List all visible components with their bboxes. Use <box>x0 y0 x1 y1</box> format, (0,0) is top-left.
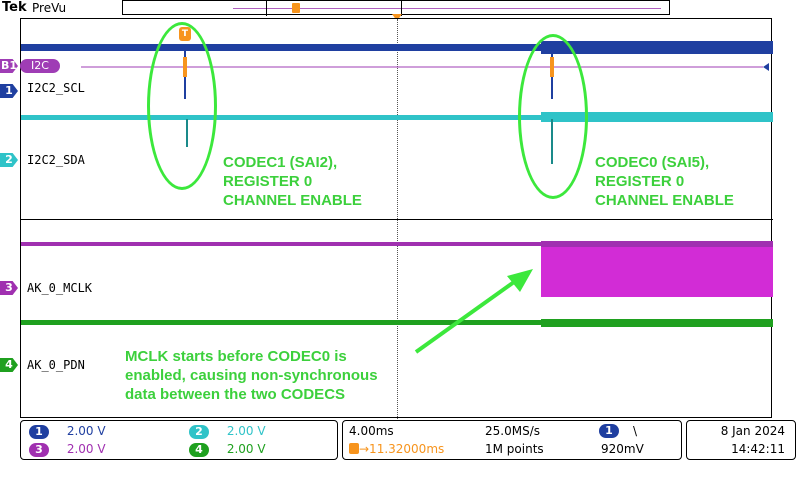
trigger-source-badge[interactable]: 1 <box>599 424 619 438</box>
ch3-trace-low <box>21 242 541 246</box>
ch3-scale-badge: 3 <box>29 443 49 457</box>
sample-rate: 25.0MS/s <box>485 424 540 438</box>
record-overview[interactable] <box>122 0 670 16</box>
trigger-level[interactable]: 920mV <box>601 442 644 456</box>
arrow-shaft <box>414 275 523 354</box>
highlight-ellipse-codec1 <box>147 22 217 190</box>
ch1-label: I2C2_SCL <box>27 81 85 95</box>
ch2-scale-badge: 2 <box>189 425 209 439</box>
annotation-codec1-line1: CODEC1 (SAI2), <box>223 154 338 171</box>
channel-scale-panel[interactable]: 1 2.00 V 2 2.00 V 3 2.00 V 4 2.00 V <box>20 420 338 460</box>
brand-logo: Tek <box>2 0 27 15</box>
ch1-scale-badge: 1 <box>29 425 49 439</box>
ch2-marker[interactable]: 2 <box>0 153 18 167</box>
record-length: 1M points <box>485 442 544 456</box>
waveform-display[interactable]: T CODEC1 (SAI2), REGISTER 0 CHANNEL ENAB… <box>20 18 773 419</box>
trigger-slope-icon[interactable]: \ <box>633 424 638 438</box>
ch4-trace <box>21 320 773 325</box>
trigger-position-icon <box>392 14 402 21</box>
divider-line <box>21 219 773 220</box>
ch1-scale[interactable]: 1 2.00 V <box>29 424 106 439</box>
ch1-scale-value: 2.00 V <box>66 424 106 438</box>
highlight-ellipse-codec0 <box>518 34 588 199</box>
ch3-label: AK_0_MCLK <box>27 281 93 295</box>
ch3-scale[interactable]: 3 2.00 V <box>29 442 106 457</box>
annotation-mclk-line3: data between the two CODECS <box>125 386 346 403</box>
trigger-position[interactable]: →11.32000ms <box>349 442 444 456</box>
arrow-head <box>507 269 533 292</box>
date-display: 8 Jan 2024 <box>720 424 785 438</box>
ch2-scale-value: 2.00 V <box>226 424 266 438</box>
timebase-value[interactable]: 4.00ms <box>349 424 394 438</box>
ch4-scale[interactable]: 4 2.00 V <box>189 442 266 457</box>
annotation-mclk-line2: enabled, causing non-synchronous <box>125 367 378 384</box>
annotation-codec0-line3: CHANNEL ENABLE <box>595 192 734 209</box>
bus-right-marker <box>763 63 769 71</box>
annotation-arrow <box>414 269 533 354</box>
ch2-trace-busy <box>541 112 773 122</box>
annotation-codec1-line2: REGISTER 0 <box>223 173 313 190</box>
acquisition-mode: PreVu <box>32 1 67 15</box>
horizontal-trigger-panel[interactable]: 4.00ms →11.32000ms 25.0MS/s 1M points 1 … <box>342 420 682 460</box>
overview-trigger-icon <box>292 3 300 13</box>
ch4-label: AK_0_PDN <box>27 358 85 372</box>
ch1-marker[interactable]: 1 <box>0 84 18 98</box>
annotation-codec0: CODEC0 (SAI5), REGISTER 0 CHANNEL ENABLE <box>595 153 734 210</box>
ch2-trace <box>21 115 773 120</box>
ch3-trace-clock <box>541 241 773 297</box>
trigger-position-value: →11.32000ms <box>359 442 445 456</box>
time-display: 14:42:11 <box>731 442 785 456</box>
ch1-trace-busy <box>541 41 773 54</box>
annotation-mclk: MCLK starts before CODEC0 is enabled, ca… <box>125 347 378 404</box>
ch3-scale-value: 2.00 V <box>66 442 106 456</box>
ch3-marker[interactable]: 3 <box>0 281 18 295</box>
annotation-codec1-line3: CHANNEL ENABLE <box>223 192 362 209</box>
bus-b1-marker[interactable]: B1 <box>0 59 18 73</box>
ch4-trace-busy <box>541 319 773 327</box>
ch4-marker[interactable]: 4 <box>0 358 18 372</box>
ch1-trace <box>21 44 773 51</box>
ch4-scale-badge: 4 <box>189 443 209 457</box>
annotation-codec0-line2: REGISTER 0 <box>595 173 685 190</box>
ch4-scale-value: 2.00 V <box>226 442 266 456</box>
ch2-label: I2C2_SDA <box>27 153 85 167</box>
annotation-mclk-line1: MCLK starts before CODEC0 is <box>125 348 347 365</box>
annotation-codec0-line1: CODEC0 (SAI5), <box>595 154 710 171</box>
datetime-panel: 8 Jan 2024 14:42:11 <box>686 420 796 460</box>
top-bar: Tek PreVu <box>0 0 800 21</box>
ch3-trace-edge <box>541 241 773 247</box>
annotation-codec1: CODEC1 (SAI2), REGISTER 0 CHANNEL ENABLE <box>223 153 362 210</box>
overview-trace <box>233 8 661 9</box>
overview-window[interactable] <box>266 0 402 16</box>
bus-b1-tag: I2C <box>20 59 60 73</box>
trigger-pos-icon <box>349 443 359 454</box>
ch2-scale[interactable]: 2 2.00 V <box>189 424 266 439</box>
